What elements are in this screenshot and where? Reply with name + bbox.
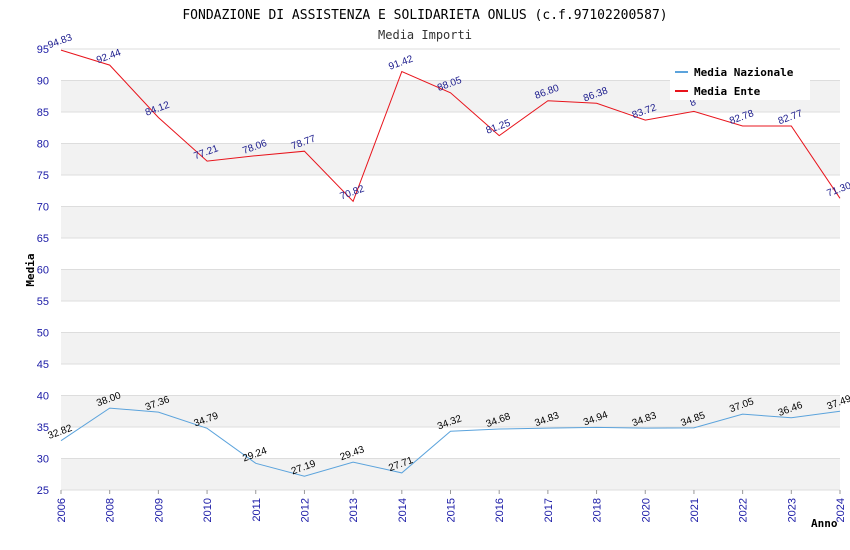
legend: Media Nazionale Media Ente	[670, 60, 810, 100]
x-tick-label: 2022	[738, 498, 750, 522]
legend-label: Media Nazionale	[694, 66, 794, 79]
y-tick-label: 65	[37, 233, 49, 245]
series-line	[60, 407, 841, 477]
grid-band	[61, 206, 840, 238]
grid-band	[61, 458, 840, 490]
x-tick-label: 2017	[543, 498, 555, 522]
y-tick-label: 90	[37, 76, 49, 88]
y-tick-label: 50	[37, 328, 49, 340]
x-tick-label: 2023	[786, 498, 798, 522]
y-tick-label: 30	[37, 454, 49, 466]
y-tick-label: 95	[37, 44, 49, 56]
grid-band	[61, 238, 840, 270]
x-tick-label: 2014	[397, 498, 409, 522]
grid-band	[61, 364, 840, 396]
x-tick-label: 2006	[56, 498, 68, 522]
grid-band	[61, 269, 840, 301]
x-tick-label: 2024	[835, 498, 847, 522]
y-tick-label: 75	[37, 170, 49, 182]
grid-lines	[61, 48, 840, 491]
y-tick-label: 55	[37, 296, 49, 308]
x-tick-label: 2021	[689, 498, 701, 522]
y-tick-label: 60	[37, 265, 49, 277]
y-axis-title: Media	[24, 253, 37, 286]
x-tick-label: 2009	[153, 498, 165, 522]
y-tick-label: 25	[37, 485, 49, 497]
y-axis-ticks: 25 30 35 40 45 50 55 60 65 70 75 80 85 90 95	[37, 44, 49, 497]
y-tick-label: 70	[37, 202, 49, 214]
x-tick-label: 2012	[299, 498, 311, 522]
y-tick-label: 45	[37, 359, 49, 371]
series-lines	[60, 49, 841, 477]
grid-band	[61, 143, 840, 175]
grid-bands	[61, 49, 840, 490]
data-label: 94.83	[47, 32, 75, 51]
y-tick-label: 40	[37, 391, 49, 403]
x-axis-title: Anno	[811, 517, 838, 530]
y-tick-label: 35	[37, 422, 49, 434]
x-tick-label: 2008	[105, 498, 117, 522]
grid-band	[61, 175, 840, 207]
legend-box	[670, 60, 810, 100]
x-axis-ticks: 2006 2008 2009 2010 2011 2012 2013 2014 2015 2016…	[56, 490, 847, 522]
grid-band	[61, 427, 840, 459]
y-tick-label: 80	[37, 139, 49, 151]
legend-label: Media Ente	[694, 85, 761, 98]
x-tick-label: 2013	[348, 498, 360, 522]
x-tick-label: 2018	[592, 498, 604, 522]
x-tick-label: 2016	[494, 498, 506, 522]
x-tick-label: 2011	[251, 498, 263, 522]
y-tick-label: 85	[37, 107, 49, 119]
grid-band	[61, 301, 840, 333]
chart-title: FONDAZIONE DI ASSISTENZA E SOLIDARIETA O…	[182, 8, 667, 23]
grid-band	[61, 112, 840, 144]
x-tick-label: 2010	[202, 498, 214, 522]
data-label: 8	[689, 97, 698, 109]
series-line	[60, 49, 841, 203]
grid-band	[61, 395, 840, 427]
grid-band	[61, 332, 840, 364]
x-tick-label: 2020	[640, 498, 652, 522]
x-tick-label: 2015	[446, 498, 458, 522]
chart-subtitle: Media Importi	[378, 28, 472, 42]
